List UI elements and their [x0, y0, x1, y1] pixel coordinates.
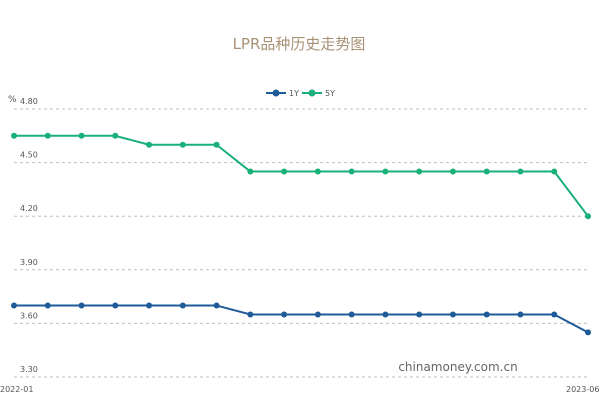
y-tick-label: 3.30 [20, 365, 38, 374]
data-point-1y[interactable] [449, 311, 456, 318]
grid-layer [14, 108, 588, 378]
data-point-5y[interactable] [44, 132, 51, 139]
data-point-5y[interactable] [551, 168, 558, 175]
data-point-1y[interactable] [247, 311, 254, 318]
legend-marker [272, 89, 280, 97]
y-tick-label: 3.60 [20, 311, 38, 320]
data-point-1y[interactable] [44, 302, 51, 309]
chart-title: LPR品种历史走势图 [233, 35, 366, 53]
legend-marker [308, 89, 316, 97]
y-tick-label: 4.50 [20, 151, 38, 160]
data-point-1y[interactable] [213, 302, 220, 309]
data-point-5y[interactable] [78, 132, 85, 139]
data-point-5y[interactable] [179, 141, 186, 148]
data-point-1y[interactable] [314, 311, 321, 318]
data-point-1y[interactable] [551, 311, 558, 318]
data-point-5y[interactable] [382, 168, 389, 175]
data-point-1y[interactable] [517, 311, 524, 318]
data-point-1y[interactable] [11, 302, 17, 309]
series-5y [11, 132, 591, 220]
data-point-5y[interactable] [146, 141, 153, 148]
data-point-5y[interactable] [416, 168, 423, 175]
series-line-1y [13, 304, 589, 334]
data-point-1y[interactable] [146, 302, 153, 309]
x-tick-start: 2022-01 [0, 385, 33, 394]
data-point-5y[interactable] [449, 168, 456, 175]
data-point-1y[interactable] [281, 311, 288, 318]
series-line-5y [13, 134, 589, 218]
data-point-1y[interactable] [585, 329, 591, 336]
data-point-1y[interactable] [382, 311, 389, 318]
data-point-1y[interactable] [416, 311, 423, 318]
data-point-5y[interactable] [11, 132, 17, 139]
data-point-5y[interactable] [314, 168, 321, 175]
data-point-5y[interactable] [281, 168, 288, 175]
y-tick-label: 4.80 [20, 97, 38, 106]
data-point-5y[interactable] [112, 132, 119, 139]
watermark: chinamoney.com.cn [398, 360, 517, 374]
y-tick-layer: 4.80 4.50 4.20 3.90 3.60 3.30 [20, 97, 38, 374]
data-point-1y[interactable] [483, 311, 490, 318]
x-tick-end: 2023-06 [566, 385, 599, 394]
legend[interactable]: 1Y 5Y [266, 89, 335, 98]
legend-label: 1Y [289, 89, 299, 98]
legend-item-5y[interactable]: 5Y [302, 89, 335, 98]
data-point-5y[interactable] [247, 168, 254, 175]
y-tick-label: 3.90 [20, 258, 38, 267]
data-point-1y[interactable] [112, 302, 119, 309]
data-point-1y[interactable] [78, 302, 85, 309]
series-1y [11, 302, 591, 336]
data-point-5y[interactable] [585, 213, 591, 220]
data-point-1y[interactable] [348, 311, 355, 318]
data-point-5y[interactable] [517, 168, 524, 175]
y-axis-unit: % [8, 95, 17, 105]
y-tick-label: 4.20 [20, 204, 38, 213]
legend-item-1y[interactable]: 1Y [266, 89, 299, 98]
data-point-5y[interactable] [213, 141, 220, 148]
data-point-5y[interactable] [348, 168, 355, 175]
series-layer [11, 132, 591, 336]
data-point-5y[interactable] [483, 168, 490, 175]
data-point-1y[interactable] [179, 302, 186, 309]
legend-label: 5Y [325, 89, 335, 98]
